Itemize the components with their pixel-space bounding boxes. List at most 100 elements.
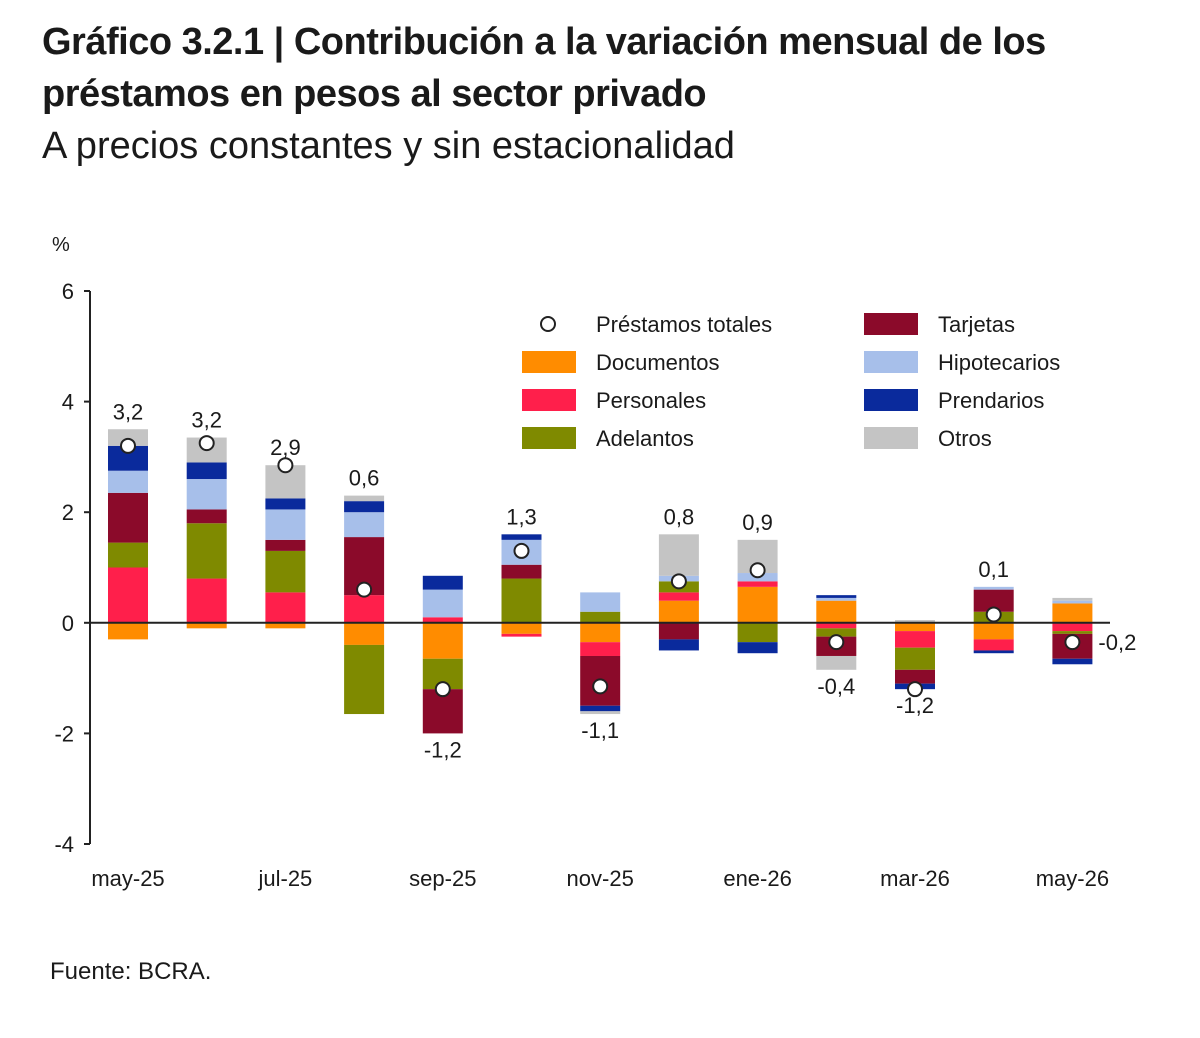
bar-segment-personales — [344, 595, 385, 623]
bar-segment-otros — [895, 620, 935, 623]
bar-segment-otros — [108, 429, 148, 446]
bar-segment-otros — [1052, 597, 1093, 601]
total-point — [592, 678, 609, 695]
bar-segment-tarjetas — [895, 669, 935, 684]
bar-segment-prendarios — [1052, 658, 1093, 665]
bar-segment-prendarios — [580, 705, 621, 712]
bar-segment-tarjetas — [501, 564, 542, 579]
total-value-label: -0,4 — [817, 674, 855, 699]
y-tick-label: -4 — [54, 832, 74, 857]
legend-marker-total — [540, 316, 556, 332]
bar-segment-personales — [658, 592, 699, 601]
total-value-label: -1,2 — [896, 693, 934, 718]
y-tick-label: 6 — [62, 279, 74, 304]
total-point — [985, 606, 1002, 623]
bar-segment-hipotecarios — [186, 479, 227, 510]
bar-segment-prendarios — [737, 642, 778, 654]
bar-segment-prendarios — [501, 534, 542, 540]
bar-segment-hipotecarios — [580, 592, 621, 612]
bar-segment-tarjetas — [108, 492, 148, 543]
bar-segment-hipotecarios — [265, 509, 306, 540]
total-value-label: -1,2 — [424, 737, 462, 762]
total-value-label: 3,2 — [191, 408, 222, 433]
x-tick-label: sep-25 — [409, 866, 476, 891]
total-point — [1064, 634, 1081, 651]
bar-segment-personales — [501, 633, 542, 637]
legend-swatch-otros — [864, 427, 918, 449]
bar-segment-documentos — [658, 600, 699, 623]
total-value-label: 1,3 — [506, 504, 537, 529]
legend-swatch-tarjetas — [864, 313, 918, 335]
bar-segment-prendarios — [265, 498, 306, 510]
legend-label: Documentos — [596, 350, 720, 375]
x-tick-label: may-26 — [1036, 866, 1109, 891]
total-value-label: 0,1 — [978, 557, 1009, 582]
legend-label: Otros — [938, 426, 992, 451]
bar-segment-adelantos — [1052, 631, 1093, 634]
bar-segment-personales — [737, 581, 778, 587]
bar-segment-documentos — [737, 586, 778, 623]
legend-label: Hipotecarios — [938, 350, 1060, 375]
bar-segment-personales — [895, 631, 935, 648]
total-point — [828, 634, 845, 651]
bar-segment-documentos — [816, 600, 857, 623]
chart-title: Gráfico 3.2.1 | Contribución a la variac… — [42, 21, 1046, 115]
bar-segment-prendarios — [186, 462, 227, 480]
legend-label: Adelantos — [596, 426, 694, 451]
y-tick-label: 2 — [62, 500, 74, 525]
y-tick-label: 0 — [62, 611, 74, 636]
bar-segment-tarjetas — [186, 509, 227, 524]
bar-segment-personales — [186, 578, 227, 623]
total-value-label: -1,1 — [581, 718, 619, 743]
bar-segment-documentos — [344, 622, 385, 645]
bar-segment-hipotecarios — [422, 589, 463, 618]
bar-segment-documentos — [265, 622, 306, 629]
bar-segment-documentos — [973, 622, 1014, 640]
bar-segment-otros — [816, 655, 857, 670]
total-point — [356, 581, 373, 598]
source-note: Fuente: BCRA. — [50, 958, 212, 985]
bar-segment-personales — [108, 567, 148, 623]
bar-segment-personales — [265, 592, 306, 623]
bar-segment-hipotecarios — [344, 512, 385, 538]
total-value-label: 0,9 — [742, 510, 773, 535]
total-point — [749, 562, 766, 579]
x-tick-label: nov-25 — [567, 866, 634, 891]
bar-segment-documentos — [186, 622, 227, 629]
bar-segment-hipotecarios — [108, 470, 148, 493]
legend-label: Personales — [596, 388, 706, 413]
total-point — [277, 457, 294, 474]
bar-segment-hipotecarios — [1052, 600, 1093, 604]
bar-segment-adelantos — [816, 628, 857, 637]
bar-segment-personales — [816, 622, 857, 629]
legend-swatch-hipotecarios — [864, 351, 918, 373]
y-tick-label: 4 — [62, 390, 74, 415]
bar-segment-documentos — [501, 622, 542, 634]
legend-swatch-documentos — [522, 351, 576, 373]
x-tick-label: mar-26 — [880, 866, 950, 891]
bar-segment-tarjetas — [973, 589, 1014, 612]
bar-segment-personales — [973, 639, 1014, 651]
bar-segment-otros — [580, 711, 621, 715]
total-value-label: 0,8 — [664, 504, 695, 529]
bar-segment-documentos — [580, 622, 621, 643]
bar-segment-prendarios — [816, 595, 857, 598]
bar-segment-prendarios — [973, 650, 1014, 654]
legend-swatch-adelantos — [522, 427, 576, 449]
bar-segment-adelantos — [186, 523, 227, 579]
bar-segment-adelantos — [501, 578, 542, 623]
bar-segment-adelantos — [737, 622, 778, 643]
chart-subtitle: A precios constantes y sin estacionalida… — [42, 125, 735, 167]
legend-label: Tarjetas — [938, 312, 1015, 337]
bar-segment-documentos — [895, 622, 935, 632]
bar-segment-otros — [344, 495, 385, 502]
bar-segment-adelantos — [580, 611, 621, 623]
bar-segment-prendarios — [422, 575, 463, 590]
bar-segment-prendarios — [658, 639, 699, 651]
bar-segment-personales — [422, 617, 463, 623]
total-point — [120, 437, 136, 454]
bar-segment-adelantos — [895, 647, 935, 670]
bar-segment-hipotecarios — [973, 586, 1014, 590]
bar-segment-prendarios — [344, 501, 385, 513]
